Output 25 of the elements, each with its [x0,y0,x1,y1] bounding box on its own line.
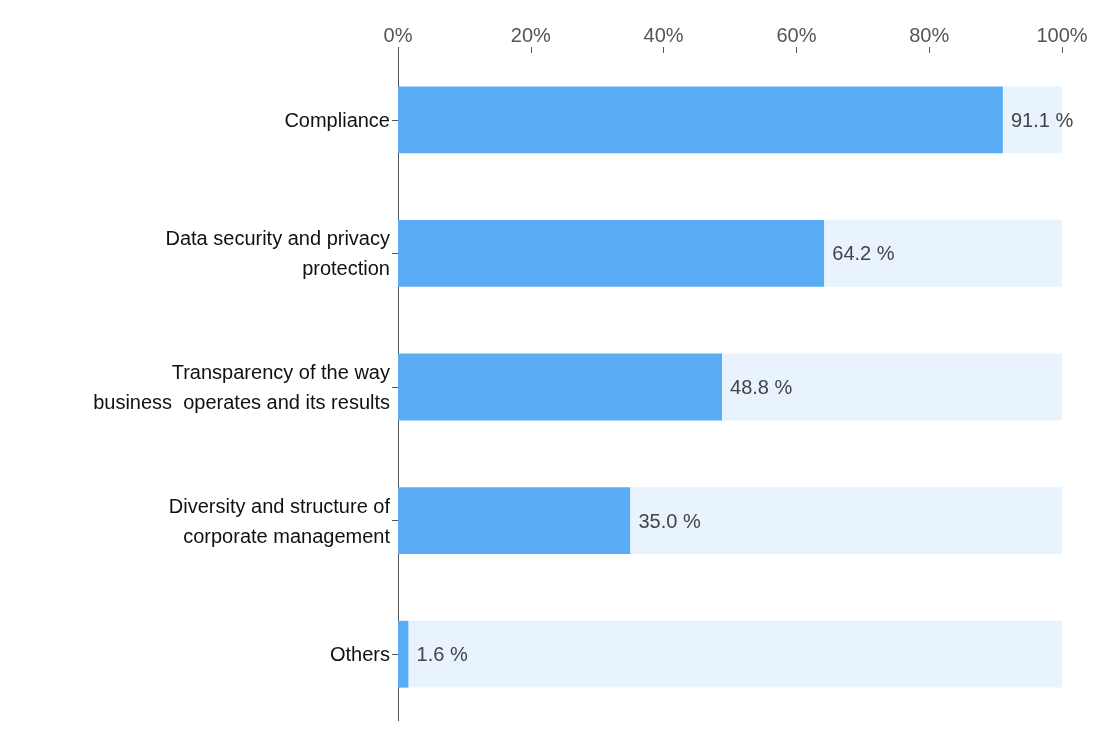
bar [824,220,1062,287]
x-tick-label: 80% [909,24,950,46]
x-tick-label: 100% [1036,24,1088,46]
x-tick-label: 40% [643,24,684,46]
data-label: 1.6 % [416,643,468,666]
bar [398,620,409,688]
y-tick-label: Others [329,643,390,666]
bar [398,353,723,421]
data-label: 64.2 % [832,242,895,265]
y-tick-label: Data security and privacy protection [165,227,390,280]
data-label: 91.1 % [1010,108,1074,131]
x-tick-label: 20% [510,24,552,46]
data-label: 48.8 % [730,376,793,398]
y-tick-label: Transparency of the way business operates and its results [93,361,390,413]
bar [630,487,1062,554]
bar [722,353,1062,421]
x-tick-label: 60% [776,24,817,46]
data-label: 35.0 % [638,509,701,532]
bar [398,86,1003,154]
bar [398,487,631,554]
bar [408,620,1062,688]
bar [398,220,825,287]
y-tick-label: Diversity and structure of corporate management [168,494,391,547]
y-tick-label: Compliance [284,108,390,131]
x-tick-label: 0% [383,24,413,46]
